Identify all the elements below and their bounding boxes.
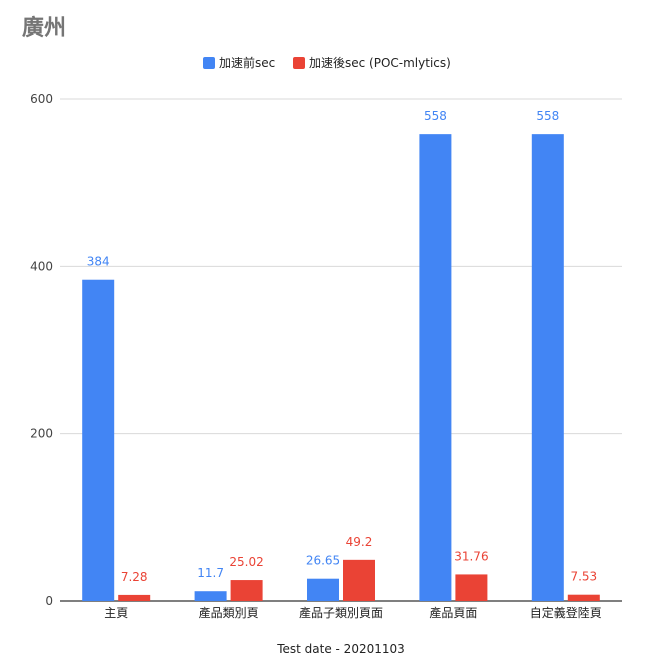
category-label: 主頁: [104, 606, 128, 620]
y-tick-label: 0: [45, 594, 53, 608]
bar-after: [343, 559, 375, 601]
bar-after: [567, 594, 600, 601]
bar-after: [118, 594, 151, 601]
y-tick-label: 600: [30, 92, 53, 106]
data-label-after: 7.53: [570, 570, 597, 584]
data-label-before: 558: [424, 109, 447, 123]
legend-label-before: 加速前sec: [219, 55, 275, 70]
bar-before: [82, 279, 115, 601]
data-label-after: 49.2: [346, 535, 373, 549]
x-axis-label: Test date - 20201103: [276, 642, 405, 656]
data-label-before: 26.65: [306, 554, 340, 568]
bar-before: [307, 578, 339, 601]
legend-swatch-before: [203, 57, 215, 69]
y-tick-label: 400: [30, 259, 53, 273]
data-label-before: 558: [536, 109, 559, 123]
bar-before: [419, 134, 452, 601]
legend-label-after: 加速後sec (POC-mlytics): [309, 56, 451, 70]
category-label: 自定義登陸頁: [530, 605, 602, 620]
data-label-after: 31.76: [454, 549, 488, 563]
bar-before: [531, 134, 564, 601]
category-label: 產品類別頁: [199, 605, 259, 620]
chart-title: 廣州: [22, 16, 67, 41]
bar-before: [194, 591, 227, 601]
y-tick-label: 200: [30, 427, 53, 441]
bar-after: [230, 580, 263, 601]
category-label: 產品子類別頁面: [299, 605, 383, 620]
data-label-after: 7.28: [121, 570, 148, 584]
data-label-after: 25.02: [229, 555, 263, 569]
category-label: 產品頁面: [429, 605, 477, 620]
legend-swatch-after: [293, 57, 305, 69]
bar-after: [455, 574, 488, 601]
data-label-before: 11.7: [197, 566, 224, 580]
data-label-before: 384: [87, 255, 110, 269]
